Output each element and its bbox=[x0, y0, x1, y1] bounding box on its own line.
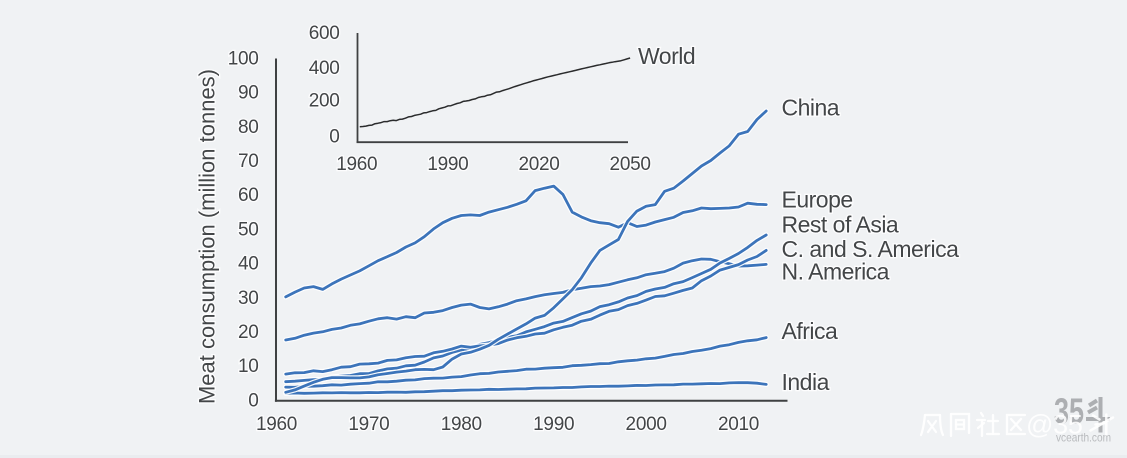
svg-text:50: 50 bbox=[238, 219, 259, 240]
svg-text:20: 20 bbox=[238, 322, 259, 343]
svg-text:90: 90 bbox=[238, 83, 259, 104]
svg-text:2000: 2000 bbox=[626, 414, 667, 435]
svg-text:1990: 1990 bbox=[533, 414, 574, 435]
svg-text:2050: 2050 bbox=[610, 154, 651, 175]
svg-text:400: 400 bbox=[309, 58, 340, 79]
svg-text:World: World bbox=[638, 43, 695, 69]
svg-text:600: 600 bbox=[309, 23, 340, 44]
svg-text:0: 0 bbox=[248, 390, 258, 411]
svg-text:100: 100 bbox=[228, 49, 259, 70]
svg-text:1980: 1980 bbox=[441, 414, 482, 435]
svg-text:1960: 1960 bbox=[256, 414, 297, 435]
svg-text:C. and S. America: C. and S. America bbox=[782, 236, 960, 262]
svg-text:70: 70 bbox=[238, 151, 259, 172]
svg-text:Africa: Africa bbox=[782, 318, 839, 344]
svg-text:Europe: Europe bbox=[782, 187, 853, 213]
svg-text:2010: 2010 bbox=[718, 414, 759, 435]
svg-text:N. America: N. America bbox=[782, 259, 890, 285]
svg-text:1970: 1970 bbox=[348, 414, 389, 435]
svg-text:Meat consumption (million tonn: Meat consumption (million tonnes) bbox=[195, 69, 220, 404]
svg-text:0: 0 bbox=[329, 127, 339, 148]
svg-text:35: 35 bbox=[1054, 391, 1084, 432]
svg-text:30: 30 bbox=[238, 288, 259, 309]
svg-text:80: 80 bbox=[238, 117, 259, 138]
svg-text:2020: 2020 bbox=[518, 154, 559, 175]
svg-text:India: India bbox=[782, 369, 830, 395]
svg-text:Rest of Asia: Rest of Asia bbox=[782, 212, 899, 238]
svg-text:China: China bbox=[782, 95, 840, 121]
svg-text:vcearth.com: vcearth.com bbox=[1056, 431, 1111, 445]
svg-text:200: 200 bbox=[309, 91, 340, 112]
svg-text:1960: 1960 bbox=[336, 154, 377, 175]
svg-text:40: 40 bbox=[238, 254, 259, 275]
svg-text:@35: @35 bbox=[1026, 410, 1083, 440]
svg-text:10: 10 bbox=[238, 356, 259, 377]
svg-text:60: 60 bbox=[238, 185, 259, 206]
svg-text:1990: 1990 bbox=[427, 154, 468, 175]
